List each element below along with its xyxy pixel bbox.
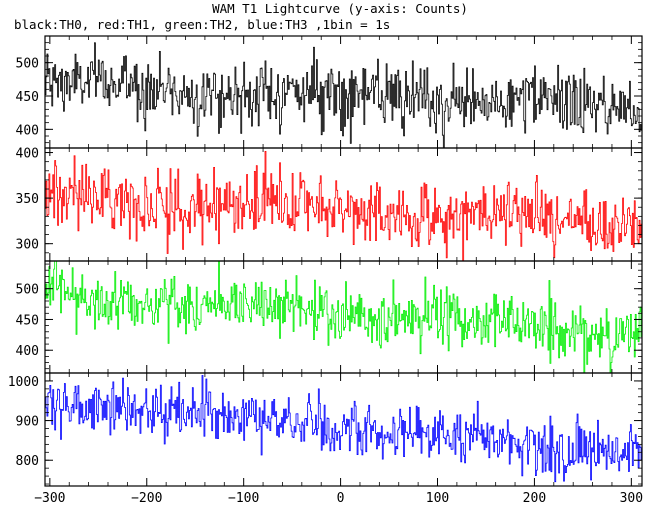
y-tick-label: 300 <box>16 238 39 253</box>
y-tick-label: 500 <box>16 283 39 298</box>
y-tick-label: 450 <box>16 90 39 105</box>
x-tick-label: 200 <box>523 491 546 505</box>
series-line-th2 <box>45 261 642 373</box>
y-tick-label: 1000 <box>8 375 39 390</box>
panel-th0: 400 450 500 <box>16 35 643 149</box>
x-tick-label: −300 <box>34 491 65 505</box>
y-tick-label: 800 <box>16 454 39 469</box>
y-tick-label: 450 <box>16 313 39 328</box>
y-tick-label: 500 <box>16 57 39 72</box>
series-line-th1 <box>45 151 642 261</box>
x-tick-label: 0 <box>337 491 345 505</box>
y-tick-label: 350 <box>16 192 39 207</box>
series-line-th0 <box>45 42 642 148</box>
panel-th2: 400 450 500 <box>16 260 643 374</box>
y-tick-label: 900 <box>16 415 39 430</box>
chart-title: WAM T1 Lightcurve (y-axis: Counts) <box>212 1 468 16</box>
y-tick-label: 400 <box>16 147 39 162</box>
series-line-th3 <box>45 375 642 483</box>
y-tick-label: 400 <box>16 344 39 359</box>
x-tick-label: −100 <box>228 491 259 505</box>
x-axis: −300 −200 −100 0 100 200 300 <box>34 491 643 505</box>
panel-frame <box>44 372 643 487</box>
panel-th1: 300 350 400 <box>16 147 643 262</box>
x-tick-label: −200 <box>131 491 162 505</box>
chart-subtitle: black:TH0, red:TH1, green:TH2, blue:TH3 … <box>14 17 390 32</box>
panels-group: 400 450 500 300 350 400 400 450 500 800 900 1000 <box>8 35 643 487</box>
x-tick-label: 300 <box>620 491 643 505</box>
x-tick-label: 100 <box>426 491 449 505</box>
panel-th3: 800 900 1000 <box>8 372 643 487</box>
y-tick-label: 400 <box>16 123 39 138</box>
